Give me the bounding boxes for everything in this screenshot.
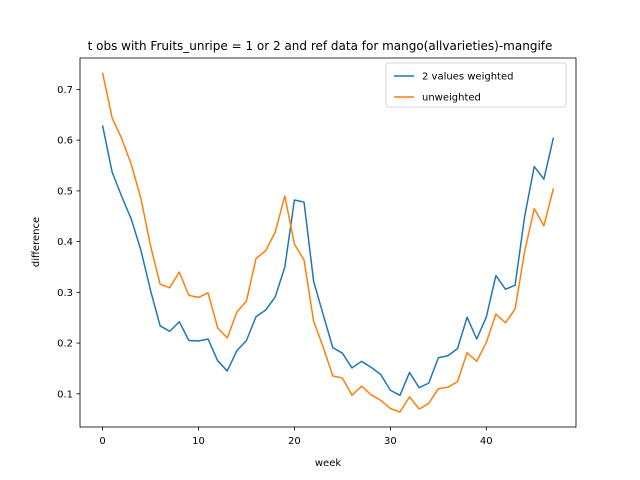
x-tick-label: 10 bbox=[192, 436, 205, 447]
y-tick-label: 0.3 bbox=[57, 288, 73, 299]
legend-box bbox=[385, 62, 567, 108]
x-axis: 0 10 20 30 40 bbox=[99, 427, 493, 447]
y-tick-label: 0.2 bbox=[57, 339, 73, 350]
axes-frame bbox=[79, 57, 577, 428]
chart-title: t obs with Fruits_unripe = 1 or 2 and re… bbox=[88, 39, 553, 53]
y-axis: 0.1 0.2 0.3 0.4 0.5 0.6 0.7 bbox=[57, 85, 80, 400]
series-layer bbox=[101, 72, 555, 413]
y-axis-label: difference bbox=[31, 217, 42, 267]
y-tick-label: 0.6 bbox=[57, 136, 73, 147]
x-axis-label: week bbox=[315, 458, 341, 469]
legend-label: 2 values weighted bbox=[422, 72, 513, 83]
x-tick-label: 20 bbox=[288, 436, 301, 447]
x-tick-label: 30 bbox=[384, 436, 397, 447]
y-tick-label: 0.1 bbox=[57, 389, 73, 400]
y-tick-label: 0.7 bbox=[57, 85, 73, 96]
y-tick-label: 0.4 bbox=[57, 237, 73, 248]
legend: 2 values weighted unweighted bbox=[385, 62, 567, 108]
series-line-0 bbox=[101, 125, 555, 397]
legend-label: unweighted bbox=[422, 93, 481, 104]
x-tick-label: 0 bbox=[99, 436, 105, 447]
y-tick-label: 0.5 bbox=[57, 186, 73, 197]
plot-area bbox=[79, 57, 577, 428]
x-tick-label: 40 bbox=[480, 436, 493, 447]
series-line-1 bbox=[101, 72, 555, 413]
